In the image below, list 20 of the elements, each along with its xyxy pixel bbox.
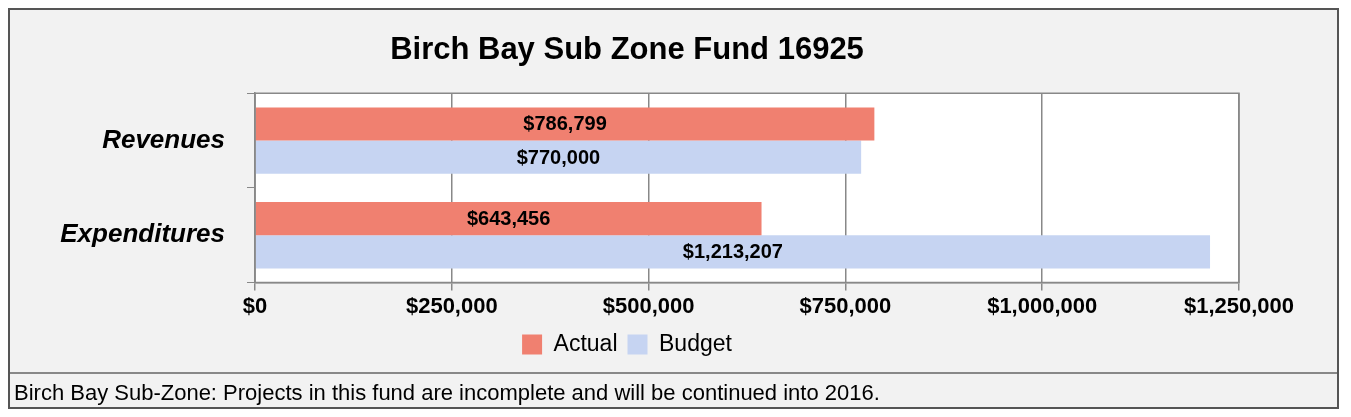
x-tick-label: $1,000,000 bbox=[987, 292, 1098, 318]
bar bbox=[255, 235, 1211, 269]
legend-label: Budget bbox=[659, 329, 733, 356]
text: Birch Bay Sub-Zone: Projects in this fund are incomplete and will be continued into 2016. bbox=[14, 380, 881, 406]
x-tick-label: $750,000 bbox=[799, 292, 892, 318]
data-label: $786,799 bbox=[523, 112, 607, 135]
x-tick-label: $0 bbox=[242, 292, 268, 318]
bar bbox=[255, 202, 762, 236]
bar bbox=[255, 107, 875, 141]
data-label: $643,456 bbox=[466, 207, 551, 230]
legend-label: Actual bbox=[553, 329, 618, 356]
bar bbox=[255, 140, 862, 174]
x-tick-label: $1,250,000 bbox=[1183, 292, 1295, 318]
chart-title: Birch Bay Sub Zone Fund 16925 bbox=[390, 31, 864, 67]
data-label: $1,213,207 bbox=[682, 240, 783, 263]
x-tick-label: $500,000 bbox=[602, 292, 695, 318]
data-label: $770,000 bbox=[516, 145, 601, 168]
y-tick-label: Revenues bbox=[102, 123, 225, 154]
y-tick-label: Expenditures bbox=[60, 218, 225, 249]
x-tick-label: $250,000 bbox=[405, 292, 498, 318]
